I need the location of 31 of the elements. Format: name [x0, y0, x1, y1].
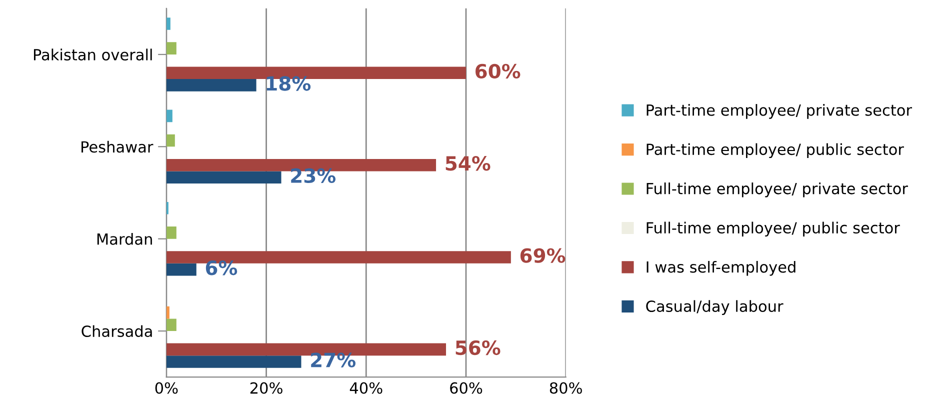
x-tick-label: 20% — [250, 382, 282, 394]
legend-label: I was self-employed — [646, 260, 796, 276]
bar — [166, 318, 176, 332]
bar — [166, 18, 170, 30]
x-tick-label: 40% — [350, 382, 382, 394]
data-label: 23% — [291, 168, 336, 184]
legend-label: Part-time employee/ public sector — [646, 143, 904, 158]
data-label: 60% — [476, 64, 520, 79]
y-tick-label: Peshawar — [82, 140, 154, 153]
bar — [166, 226, 176, 239]
bar — [166, 306, 170, 319]
legend-label: Full-time employee/ private sector — [646, 182, 908, 198]
legend-label: Full-time employee/ public sector — [646, 222, 900, 237]
x-tick-label: 60% — [450, 382, 482, 394]
data-label: 27% — [311, 352, 356, 368]
x-tick-label: 80% — [550, 382, 582, 394]
y-tick-label: Pakistan overall — [34, 48, 152, 60]
data-label: 69% — [520, 248, 566, 263]
bar — [166, 110, 172, 122]
bar — [166, 134, 175, 147]
bar — [166, 263, 196, 276]
legend-label: Casual/day labour — [646, 300, 784, 315]
bar — [166, 171, 282, 184]
data-label: 6% — [206, 260, 238, 276]
bar — [166, 356, 302, 368]
x-tick-label: 0% — [155, 382, 178, 394]
legend-label: Part-time employee/ private sector — [646, 104, 912, 119]
y-tick-label: Charsada — [82, 325, 152, 338]
bar — [166, 79, 256, 92]
y-tick-label: Mardan — [97, 233, 152, 245]
bar — [166, 42, 176, 54]
